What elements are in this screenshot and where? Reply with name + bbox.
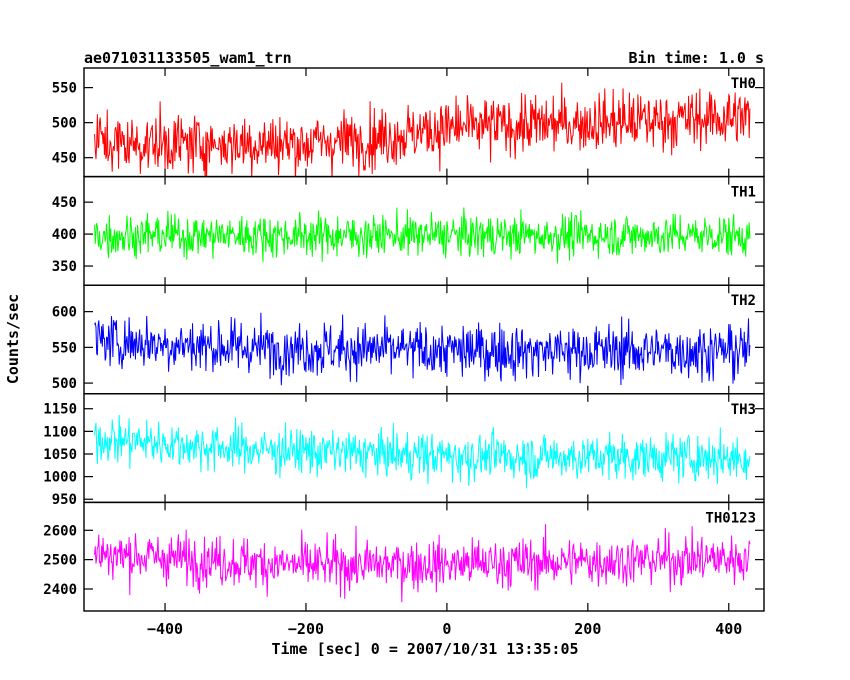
panel-label-th3: TH3: [731, 402, 756, 418]
panel-label-th2: TH2: [731, 293, 756, 309]
panel-th3: 950 1000 1050 1100 1150 TH3: [43, 393, 765, 508]
y-tick-label: 2600: [43, 523, 77, 539]
y-tick-label: 450: [52, 195, 77, 211]
y-tick-label: 2500: [43, 553, 77, 569]
panel-label-th1: TH1: [731, 185, 756, 201]
panel-th0123: 2400 2500 2600 TH0123: [43, 501, 765, 612]
x-tick-label: 0: [442, 620, 451, 638]
y-tick-label: 550: [52, 340, 77, 356]
x-tick-label: −400: [147, 620, 183, 638]
y-tick-label: 2400: [43, 582, 77, 598]
x-tick-label: 200: [574, 620, 601, 638]
panel-th2: 500 550 600 TH2: [52, 284, 765, 395]
panel-frame: [83, 175, 765, 286]
panel-frame: [83, 501, 765, 612]
y-tick-label: 550: [52, 81, 77, 97]
x-tick-label: −200: [288, 620, 324, 638]
y-tick-label: 500: [52, 376, 77, 392]
y-tick-label: 400: [52, 227, 77, 243]
y-tick-label: 500: [52, 116, 77, 132]
series-line-th3: [94, 414, 751, 489]
y-tick-label: 450: [52, 151, 77, 167]
chart-title: ae071031133505_wam1_trn: [84, 49, 292, 67]
y-tick-label: 1050: [43, 447, 77, 463]
y-tick-label: 600: [52, 305, 77, 321]
series-line-th0: [94, 82, 751, 177]
x-axis-label: Time [sec] 0 = 2007/10/31 13:35:05: [271, 640, 578, 658]
panel-label-th0123: TH0123: [705, 510, 756, 526]
panels: 450 500 550 TH0 350 400 450 TH1 500 550 600 TH2 950 1…: [43, 67, 765, 638]
panel-th1: 350 400 450 TH1: [52, 175, 765, 286]
panel-th0: 450 500 550 TH0: [52, 67, 765, 178]
y-axis-label: Counts/sec: [4, 294, 22, 384]
x-tick-label: 400: [715, 620, 742, 638]
y-tick-label: 1150: [43, 402, 77, 418]
series-line-th2: [94, 312, 751, 386]
chart-subtitle: Bin time: 1.0 s: [629, 49, 764, 67]
y-tick-label: 1000: [43, 470, 77, 486]
y-tick-label: 350: [52, 259, 77, 275]
panel-label-th0: TH0: [731, 76, 756, 92]
y-tick-label: 950: [52, 492, 77, 508]
series-line-th0123: [94, 524, 751, 603]
y-tick-label: 1100: [43, 424, 77, 440]
series-line-th1: [94, 207, 751, 264]
